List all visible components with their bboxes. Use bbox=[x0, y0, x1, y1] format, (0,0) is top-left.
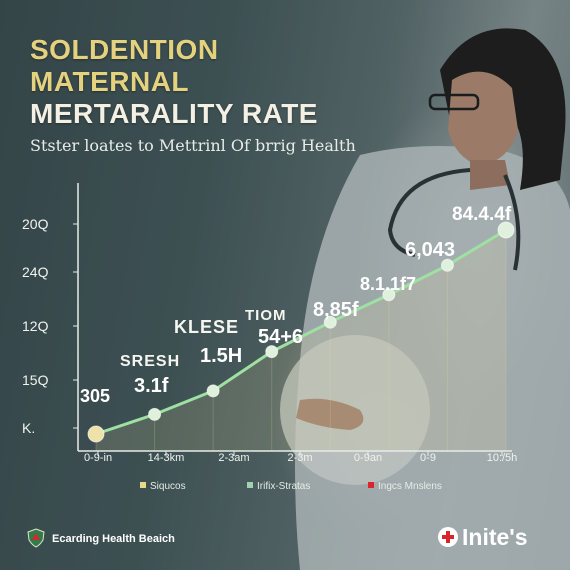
stethoscope-icon bbox=[387, 168, 521, 271]
data-point-2 bbox=[148, 407, 162, 421]
title-line-2: MATERNAL bbox=[30, 66, 190, 97]
y-tick-label-2: 24Q bbox=[22, 264, 49, 280]
legend-label-3: Ingcs Mnslens bbox=[378, 481, 442, 492]
data-label-7: 6,043 bbox=[405, 239, 455, 261]
data-label-3: 1.5H bbox=[200, 345, 242, 367]
data-point-1 bbox=[87, 425, 105, 443]
x-tick-label-5: 0-9an bbox=[354, 452, 382, 464]
x-tick-label-3: 2-3am bbox=[218, 452, 249, 464]
data-label-2: 3.1f bbox=[134, 375, 169, 397]
brand-name: Inite's bbox=[462, 524, 528, 550]
x-tick-label-2: 14-3km bbox=[148, 452, 185, 464]
legend-item-2: Irifix-Stratas bbox=[247, 481, 310, 495]
shield-logo-icon bbox=[27, 528, 45, 548]
legend-swatch-1 bbox=[140, 482, 146, 488]
title-line-1: SOLDENTION bbox=[30, 34, 219, 65]
annotation-1: SRESH bbox=[120, 353, 180, 370]
data-label-8: 84.4.4f bbox=[452, 204, 512, 225]
legend-item-1: Siqucos bbox=[140, 481, 186, 495]
data-label-5: 8,85f bbox=[313, 299, 359, 321]
data-point-7 bbox=[440, 258, 454, 272]
area-fill bbox=[96, 230, 506, 451]
data-point-5 bbox=[323, 315, 337, 329]
subtitle: Stster loates to Mettrinl Of brrig Healt… bbox=[30, 136, 356, 155]
data-point-6 bbox=[382, 288, 396, 302]
legend-label-1: Siqucos bbox=[150, 481, 186, 492]
x-tick-label-6: 0-9 bbox=[420, 452, 436, 464]
y-tick-label-3: 12Q bbox=[22, 318, 49, 334]
legend-swatch-3 bbox=[368, 482, 374, 488]
data-point-8 bbox=[497, 221, 515, 239]
annotation-2: KLESE bbox=[174, 317, 239, 337]
data-label-6: 8.1.1f7 bbox=[360, 274, 416, 294]
x-tick-label-4: 2-3m bbox=[287, 452, 312, 464]
title-line-3: MERTARALITY RATE bbox=[30, 98, 318, 129]
y-tick-label-1: 20Q bbox=[22, 216, 49, 232]
data-point-4 bbox=[265, 345, 279, 359]
glasses-icon bbox=[428, 93, 480, 111]
data-label-4: 54+6 bbox=[258, 326, 303, 348]
series-line bbox=[95, 228, 507, 436]
legend-label-2: Irifix-Stratas bbox=[257, 481, 311, 492]
legend-item-3: Ingcs Mnslens bbox=[368, 481, 442, 495]
x-tick-label-7: 10:/5h bbox=[487, 452, 518, 464]
x-tick-label-1: 0-9-in bbox=[84, 452, 112, 464]
plus-icon bbox=[438, 527, 458, 547]
y-tick-label-5: K. bbox=[22, 420, 35, 436]
y-tick-label-4: 15Q bbox=[22, 372, 49, 388]
data-label-1: 305 bbox=[80, 386, 110, 406]
data-point-3 bbox=[206, 384, 220, 398]
doctor-neck bbox=[470, 160, 510, 190]
hand-icon bbox=[296, 398, 364, 430]
annotation-3: TIOM bbox=[245, 307, 287, 324]
legend-swatch-2 bbox=[247, 482, 253, 488]
footer-text: Ecarding Health Beaich bbox=[52, 533, 175, 545]
